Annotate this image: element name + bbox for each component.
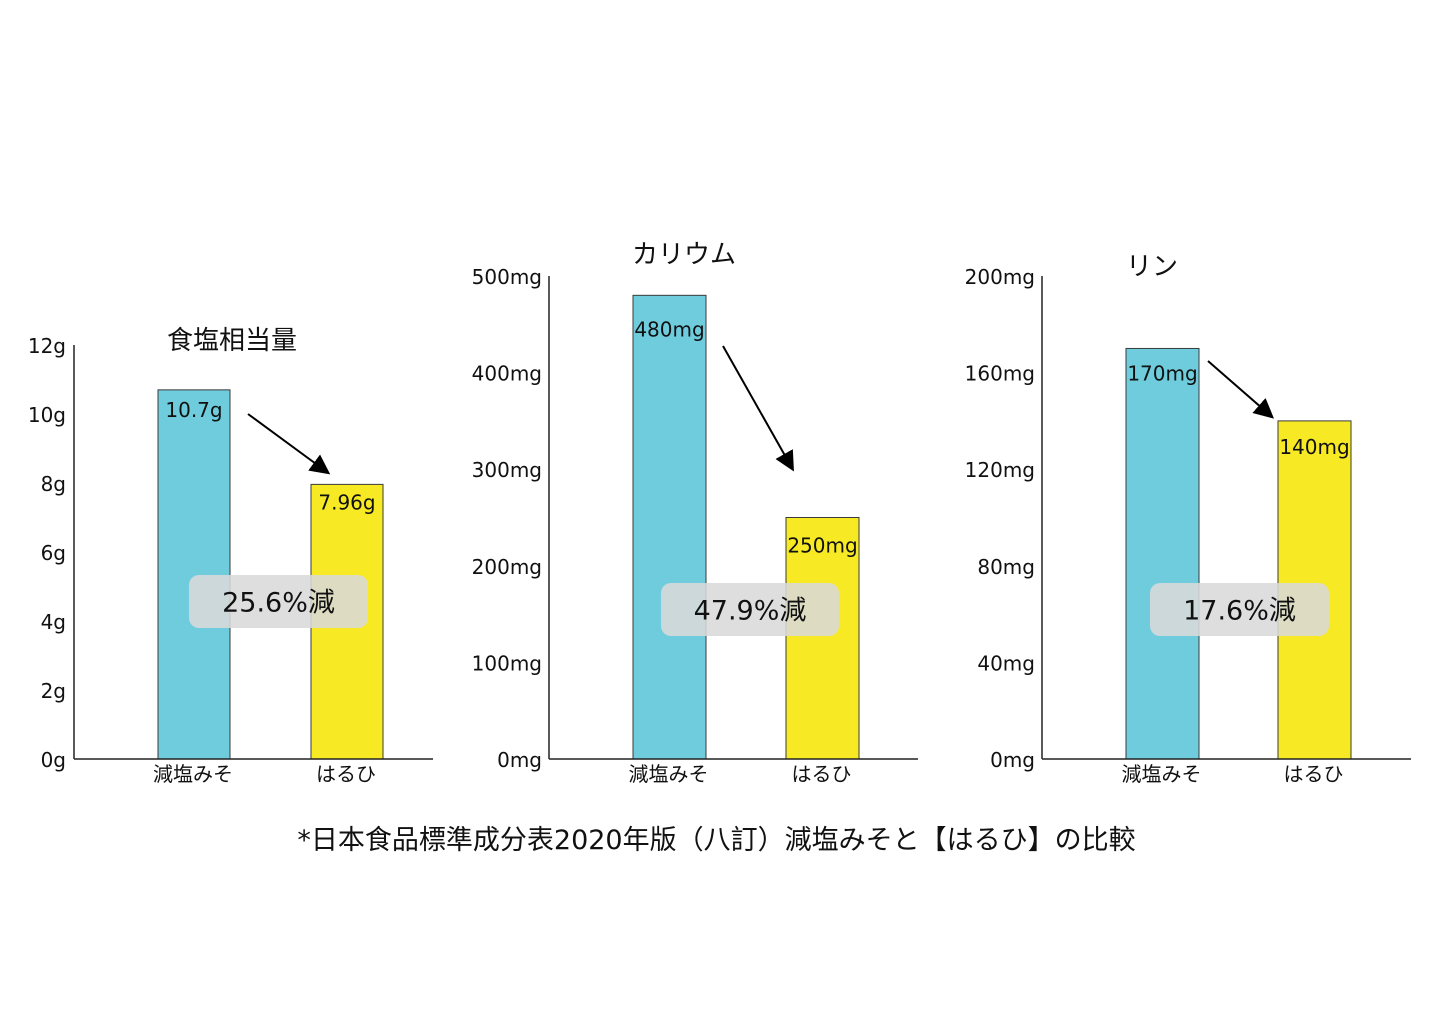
chart1-ytick-label: 4g xyxy=(41,610,66,634)
chart3-title: リン xyxy=(1126,252,1178,282)
chart2-bar xyxy=(632,294,707,760)
chart3-ytick-label: 160mg xyxy=(965,362,1035,386)
chart2-ytick-label: 500mg xyxy=(472,265,542,289)
chart3-reduction-badge xyxy=(1150,583,1329,636)
footnote: *日本食品標準成分表2020年版（八訂）減塩みそと【はるひ】の比較 xyxy=(297,825,1136,856)
chart2-ytick-label: 0mg xyxy=(497,748,542,772)
chart3-bar xyxy=(1125,347,1200,760)
chart2-title: カリウム xyxy=(632,240,736,270)
chart1-reduction-label: 25.6%減 xyxy=(222,588,335,619)
chart1-reduction-arrow xyxy=(247,413,331,475)
chart1-category-label: 減塩みそ xyxy=(153,762,233,786)
chart2-reduction-arrow xyxy=(722,345,794,472)
chart2-category-label: 減塩みそ xyxy=(629,762,709,786)
chart2-ytick-label: 100mg xyxy=(472,651,542,675)
chart3-reduction-label: 17.6%減 xyxy=(1183,596,1296,627)
chart1-ytick-label: 6g xyxy=(41,541,66,565)
chart3-reduction-arrow xyxy=(1207,360,1275,419)
chart3-ytick-label: 120mg xyxy=(965,458,1035,482)
chart2-reduction-label: 47.9%減 xyxy=(694,596,807,627)
chart3-ytick-label: 80mg xyxy=(977,555,1035,579)
chart1-ytick-label: 2g xyxy=(41,679,66,703)
chart1-title: 食塩相当量 xyxy=(167,326,297,356)
chart1-ytick-label: 10g xyxy=(28,403,66,427)
chart2-category-label: はるひ xyxy=(792,762,852,786)
chart3-ytick-label: 40mg xyxy=(977,651,1035,675)
chart1-reduction-badge xyxy=(189,575,368,628)
chart2-ytick-label: 300mg xyxy=(472,458,542,482)
chart1-category-label: はるひ xyxy=(316,762,376,786)
chart3-data-label: 170mg xyxy=(1127,361,1197,385)
chart3-data-label: 140mg xyxy=(1279,435,1349,459)
chart2-data-label: 480mg xyxy=(634,317,704,341)
chart1-ytick-label: 12g xyxy=(28,334,66,358)
chart3-category-label: 減塩みそ xyxy=(1122,762,1202,786)
chart2-bar xyxy=(785,517,860,760)
chart1-ytick-label: 0g xyxy=(41,748,66,772)
chart1-ytick-label: 8g xyxy=(41,472,66,496)
chart3-ytick-label: 0mg xyxy=(990,748,1035,772)
chart1-bar xyxy=(157,389,231,760)
chart1-data-label: 7.96g xyxy=(318,490,375,514)
chart3-ytick-label: 200mg xyxy=(965,265,1035,289)
chart2-ytick-label: 400mg xyxy=(472,362,542,386)
chart2-ytick-label: 200mg xyxy=(472,555,542,579)
chart2-reduction-badge xyxy=(661,583,839,636)
chart3-category-label: はるひ xyxy=(1284,762,1344,786)
chart1-data-label: 10.7g xyxy=(165,398,222,422)
chart2-data-label: 250mg xyxy=(787,534,857,558)
